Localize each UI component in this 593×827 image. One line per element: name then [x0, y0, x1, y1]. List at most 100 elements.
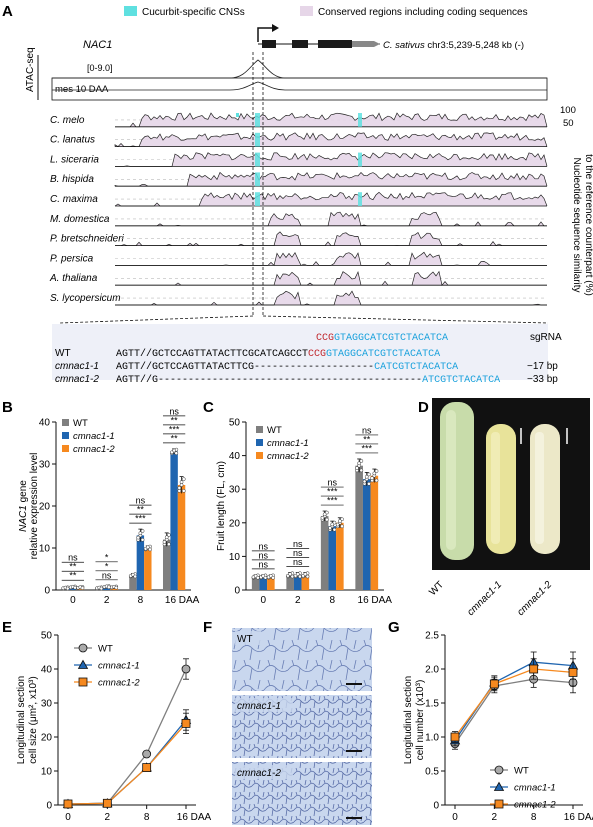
data-point [489, 679, 499, 689]
bar [170, 451, 178, 590]
data-point [305, 574, 310, 579]
y-tick-label: 40 [41, 665, 53, 676]
y-tick-label: 0 [234, 586, 240, 597]
legend-swatch [77, 659, 89, 669]
x-tick-label: 2 [295, 595, 301, 606]
data-point [114, 585, 119, 590]
species-label: L. siceraria [50, 154, 99, 165]
species-label: S. lycopersicum [50, 293, 121, 304]
legend-cns-text: Cucurbit-specific CNSs [142, 7, 245, 18]
bar [129, 575, 137, 590]
utr [352, 41, 374, 47]
legend-conserved-swatch [300, 6, 313, 16]
data-point [177, 486, 182, 490]
y-tick-label: 20 [39, 502, 51, 513]
data-point [106, 585, 111, 590]
y-tick-label: 0 [433, 801, 439, 812]
svg-text:AGTT//G-----------------------: AGTT//G---------------------------------… [116, 374, 500, 386]
exon-1 [262, 40, 276, 48]
legend-label: cmnac1-2 [98, 678, 140, 689]
data-point [145, 545, 150, 550]
bar [136, 535, 145, 590]
series-line [454, 678, 574, 745]
significance-label: *** [327, 496, 338, 506]
section-label-m1: cmnac1-1 [237, 701, 281, 712]
y-tick-label: 0 [46, 801, 52, 812]
data-point [322, 512, 327, 517]
data-point [450, 732, 460, 742]
panel-label-f: F [203, 619, 212, 636]
svg-text:AGTT//GCTCCAGTTATACTTCGCATCAGC: AGTT//GCTCCAGTTATACTTCGCATCAGCCTCCGGTAGG… [116, 348, 440, 360]
data-point [320, 515, 325, 520]
top-pam: CCG [316, 333, 334, 344]
conservation-tracks: C. melo C. lanatus L. siceraria B. hispida C… [49, 112, 548, 306]
y-tick-label: 40 [229, 451, 241, 462]
bar [320, 516, 329, 590]
data-point [271, 575, 275, 580]
bar [336, 522, 344, 590]
sgrna-label: sgRNA [530, 332, 562, 343]
data-point [332, 527, 337, 532]
atac-seq-label: ATAC-seq [25, 47, 36, 92]
legend-label: cmnac1-1 [514, 783, 556, 794]
svg-text:AGTT//GCTCCAGTTATACTTCG-------: AGTT//GCTCCAGTTATACTTCG-----------------… [116, 361, 458, 373]
data-point [367, 472, 371, 477]
right-axis-label-2: to the reference counterpart (%) [583, 154, 593, 296]
bar [362, 479, 371, 590]
data-point [174, 451, 179, 456]
significance-label: ns [68, 553, 78, 563]
series-line [67, 668, 187, 805]
data-point [364, 474, 369, 479]
x-tick-label: 8 [138, 595, 144, 606]
data-point [367, 481, 371, 486]
track-range: [0-9.0] [87, 63, 113, 73]
section-label-wt: WT [237, 634, 253, 645]
fruit-label-wt: WT [427, 579, 446, 598]
y-tick-label: 40 [39, 418, 51, 429]
panel-label-b: B [2, 399, 13, 416]
data-point [330, 522, 335, 527]
data-point [335, 522, 340, 527]
y-axis-label-2: cell number (x10³) [415, 680, 426, 761]
svg-text:CCGGTAGGCATCGTCTACATCA: CCGGTAGGCATCGTCTACATCA [316, 333, 448, 344]
panel-label-d: D [418, 399, 429, 416]
x-tick-label: 2 [105, 812, 111, 823]
bar [286, 574, 294, 590]
data-point [142, 763, 152, 772]
data-point [181, 719, 191, 728]
legend-label: cmnac1-1 [98, 661, 140, 672]
bar [293, 574, 302, 590]
data-point [362, 479, 367, 484]
significance-label: ns [258, 541, 268, 551]
significance-label: ns [258, 559, 268, 569]
bar [251, 576, 260, 590]
legend-label: cmnac1-2 [73, 444, 115, 455]
data-point [138, 531, 143, 536]
data-point [568, 668, 578, 677]
alignment-box [52, 324, 548, 380]
gene-name: NAC1 [83, 39, 112, 51]
y-tick-label: 30 [39, 460, 51, 471]
legend-label: WT [98, 644, 113, 655]
data-point [63, 799, 73, 809]
x-tick-label: 0 [452, 812, 458, 823]
legend-swatch [494, 765, 504, 775]
y-tick-label: 10 [39, 544, 51, 555]
panel-label-a: A [2, 3, 13, 20]
data-point [102, 798, 112, 808]
data-point [325, 517, 329, 522]
right-axis-label-1: Nucleotide sequence similarity [571, 157, 582, 292]
data-point [288, 572, 293, 576]
y-tick-label: 50 [229, 418, 241, 429]
y-axis-label: Longitudinal section [403, 676, 414, 764]
y-tick-label: 2.5 [425, 631, 439, 642]
data-point [340, 524, 344, 529]
data-point [357, 461, 362, 466]
fruit-wt [440, 402, 474, 560]
align-name-wt: WT [55, 348, 71, 359]
y-tick-label: 1.5 [425, 699, 439, 710]
legend-label: cmnac1-1 [73, 431, 115, 442]
data-point [80, 586, 85, 590]
panel-label-c: C [203, 399, 214, 416]
